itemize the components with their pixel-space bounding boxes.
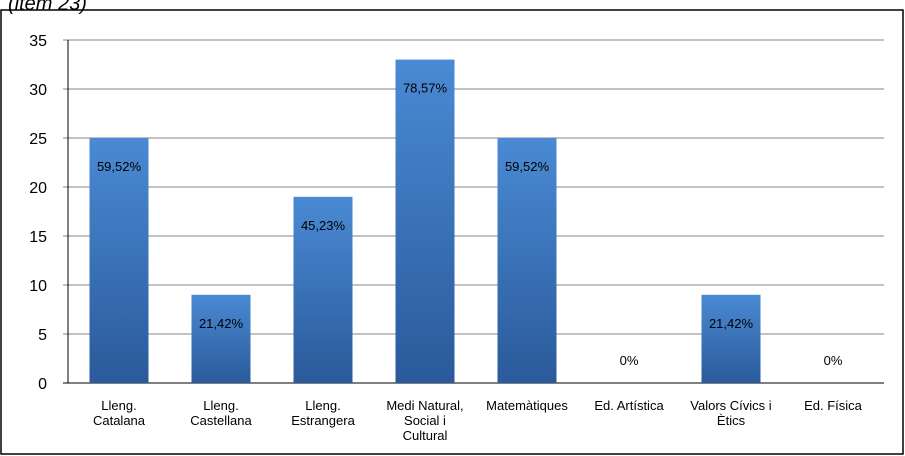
bar [701, 294, 761, 383]
x-tick-label: Estrangera [291, 413, 355, 428]
x-tick-label: Castellana [190, 413, 252, 428]
data-label: 78,57% [403, 81, 448, 96]
data-label: 59,52% [97, 159, 142, 174]
bar [89, 138, 149, 383]
x-tick-label: Cultural [403, 428, 448, 443]
x-tick-label: Lleng. [203, 398, 238, 413]
x-tick-label: Social i [404, 413, 446, 428]
y-tick-label: 20 [29, 180, 47, 197]
x-tick-label: Matemàtiques [486, 398, 568, 413]
x-tick-label: Catalana [93, 413, 146, 428]
x-tick-label: Ètics [717, 413, 746, 428]
bar [497, 138, 557, 383]
x-tick-label: Valors Cívics i [690, 398, 771, 413]
x-tick-label: Lleng. [101, 398, 136, 413]
data-label: 59,52% [505, 159, 550, 174]
data-label: 45,23% [301, 218, 346, 233]
top-caption-fragment: (item 23) [8, 0, 87, 15]
data-label: 21,42% [199, 316, 244, 331]
bar [191, 294, 251, 383]
chart-frame [0, 9, 904, 455]
y-tick-label: 10 [29, 278, 47, 295]
data-label: 21,42% [709, 316, 754, 331]
bar [395, 59, 455, 383]
y-tick-label: 30 [29, 82, 47, 99]
bar [293, 196, 353, 383]
y-tick-label: 5 [38, 327, 47, 344]
data-label: 0% [620, 353, 639, 368]
x-tick-label: Ed. Física [804, 398, 863, 413]
x-tick-label: Medi Natural, [386, 398, 463, 413]
x-tick-label: Lleng. [305, 398, 340, 413]
y-tick-label: 35 [29, 33, 47, 50]
y-tick-label: 25 [29, 131, 47, 148]
x-tick-label: Ed. Artística [594, 398, 664, 413]
y-tick-label: 15 [29, 229, 47, 246]
data-label: 0% [824, 353, 843, 368]
y-tick-label: 0 [38, 376, 47, 393]
